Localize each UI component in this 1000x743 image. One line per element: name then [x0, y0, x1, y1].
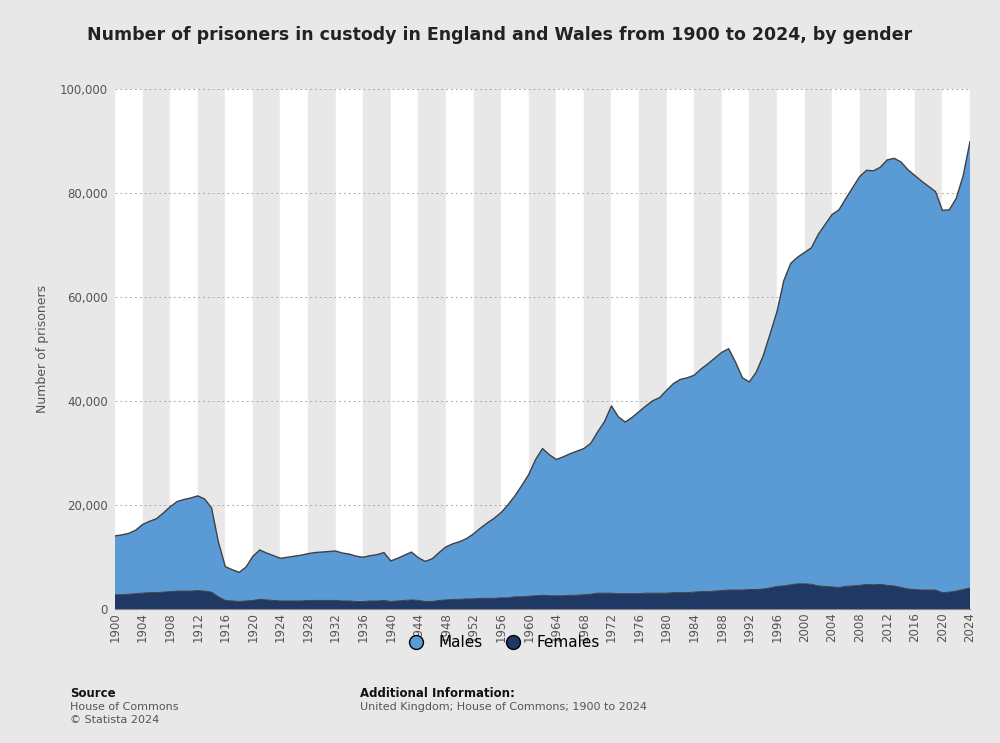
- Bar: [832, 89, 860, 609]
- Text: Additional Information:: Additional Information:: [360, 687, 515, 700]
- Bar: [639, 89, 667, 609]
- Legend: Males, Females: Males, Females: [400, 635, 600, 650]
- Y-axis label: Number of prisoners: Number of prisoners: [36, 285, 49, 413]
- Bar: [942, 89, 970, 609]
- Bar: [170, 89, 198, 609]
- Bar: [722, 89, 749, 609]
- Bar: [749, 89, 777, 609]
- Bar: [115, 89, 143, 609]
- Text: United Kingdom; House of Commons; 1900 to 2024: United Kingdom; House of Commons; 1900 t…: [360, 702, 647, 712]
- Bar: [143, 89, 170, 609]
- Bar: [970, 89, 998, 609]
- Bar: [253, 89, 280, 609]
- Bar: [280, 89, 308, 609]
- Bar: [446, 89, 474, 609]
- Bar: [336, 89, 363, 609]
- Bar: [887, 89, 915, 609]
- Bar: [225, 89, 253, 609]
- Bar: [308, 89, 336, 609]
- Bar: [915, 89, 942, 609]
- Text: House of Commons: House of Commons: [70, 702, 178, 712]
- Bar: [363, 89, 391, 609]
- Bar: [198, 89, 225, 609]
- Bar: [611, 89, 639, 609]
- Bar: [694, 89, 722, 609]
- Bar: [418, 89, 446, 609]
- Bar: [391, 89, 418, 609]
- Bar: [529, 89, 556, 609]
- Text: © Statista 2024: © Statista 2024: [70, 715, 159, 724]
- Bar: [667, 89, 694, 609]
- Text: Source: Source: [70, 687, 116, 700]
- Bar: [805, 89, 832, 609]
- Bar: [556, 89, 584, 609]
- Bar: [584, 89, 611, 609]
- Bar: [501, 89, 529, 609]
- Bar: [474, 89, 501, 609]
- Text: Number of prisoners in custody in England and Wales from 1900 to 2024, by gender: Number of prisoners in custody in Englan…: [87, 26, 913, 44]
- Bar: [860, 89, 887, 609]
- Bar: [777, 89, 805, 609]
